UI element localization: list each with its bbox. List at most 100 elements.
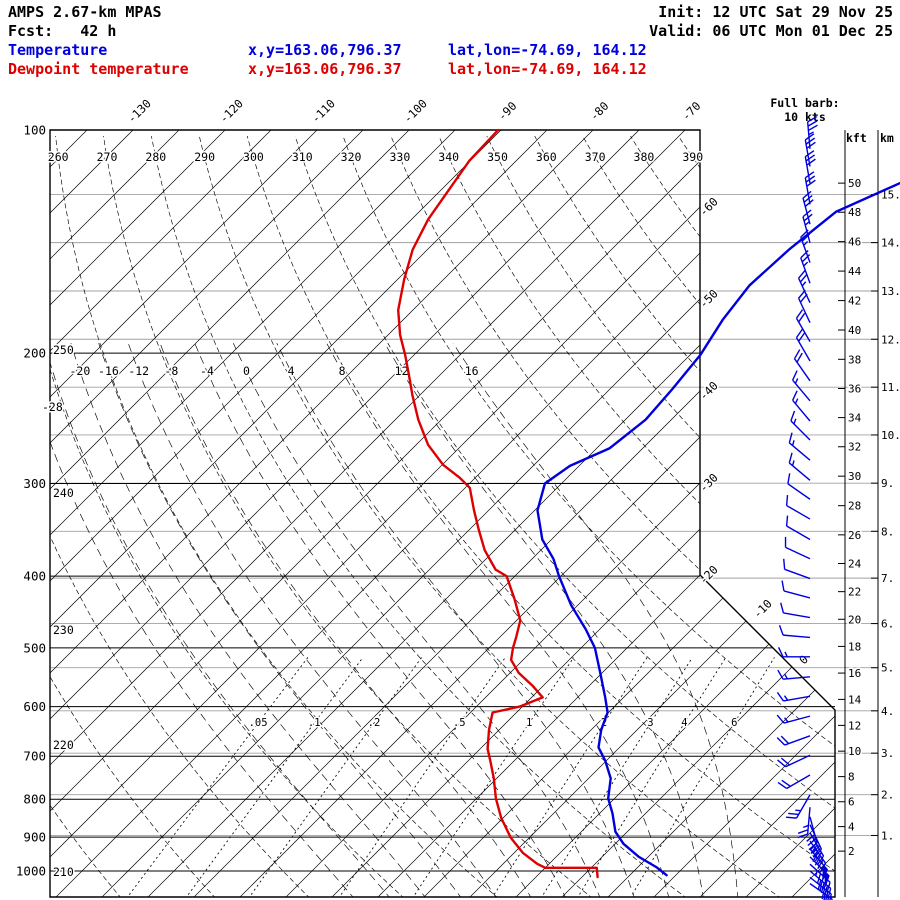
wind-barb bbox=[787, 473, 811, 500]
svg-text:.2: .2 bbox=[368, 717, 381, 729]
svg-text:3: 3 bbox=[647, 717, 653, 729]
svg-text:40: 40 bbox=[848, 324, 861, 337]
wind-barb bbox=[804, 133, 816, 167]
svg-text:9.: 9. bbox=[881, 477, 894, 490]
svg-text:-16: -16 bbox=[98, 364, 119, 378]
wind-barb bbox=[800, 249, 811, 284]
wind-barb bbox=[785, 794, 811, 819]
svg-text:230: 230 bbox=[53, 623, 74, 637]
svg-text:-4: -4 bbox=[200, 364, 214, 378]
wind-barb bbox=[790, 410, 811, 441]
svg-text:22: 22 bbox=[848, 586, 861, 599]
svg-text:260: 260 bbox=[48, 150, 69, 164]
svg-text:600: 600 bbox=[23, 699, 46, 714]
svg-text:320: 320 bbox=[341, 150, 362, 164]
skewt-background-lines bbox=[50, 130, 835, 897]
svg-text:210: 210 bbox=[53, 865, 74, 879]
svg-text:340: 340 bbox=[438, 150, 459, 164]
svg-text:350: 350 bbox=[487, 150, 508, 164]
svg-text:16: 16 bbox=[465, 364, 479, 378]
svg-text:-28: -28 bbox=[42, 400, 63, 414]
svg-text:.5: .5 bbox=[453, 717, 466, 729]
svg-text:-10: -10 bbox=[750, 596, 775, 621]
svg-text:6: 6 bbox=[848, 796, 855, 809]
svg-text:240: 240 bbox=[53, 486, 74, 500]
legend-dewpoint-xy: x,y=163.06,796.37 bbox=[248, 60, 402, 78]
svg-text:390: 390 bbox=[682, 150, 703, 164]
init-time: Init: 12 UTC Sat 29 Nov 25 bbox=[658, 3, 893, 21]
svg-text:300: 300 bbox=[243, 150, 264, 164]
svg-text:2: 2 bbox=[848, 845, 855, 858]
wind-barb bbox=[776, 714, 811, 724]
svg-text:330: 330 bbox=[389, 150, 410, 164]
wind-barb bbox=[788, 432, 811, 461]
wind-barb bbox=[795, 309, 811, 342]
wind-barb bbox=[792, 390, 811, 422]
svg-text:4: 4 bbox=[848, 821, 855, 834]
svg-text:-8: -8 bbox=[164, 364, 178, 378]
wind-barb bbox=[804, 150, 816, 184]
svg-text:11.: 11. bbox=[881, 381, 900, 394]
wind-barb bbox=[788, 452, 811, 481]
wind-barb bbox=[806, 115, 818, 149]
temperature-curve bbox=[536, 182, 900, 877]
svg-text:-12: -12 bbox=[128, 364, 149, 378]
svg-text:-90: -90 bbox=[495, 99, 520, 124]
svg-text:20: 20 bbox=[848, 613, 861, 626]
legend-temperature-latlon: lat,lon=-74.69, 164.12 bbox=[448, 41, 647, 59]
svg-text:-120: -120 bbox=[216, 96, 246, 126]
svg-text:-100: -100 bbox=[400, 96, 430, 126]
svg-text:42: 42 bbox=[848, 295, 861, 308]
svg-text:-110: -110 bbox=[308, 96, 338, 126]
svg-text:26: 26 bbox=[848, 529, 861, 542]
svg-text:-80: -80 bbox=[587, 99, 612, 124]
wind-barb-column bbox=[776, 115, 833, 900]
height-gridlines bbox=[50, 194, 878, 836]
svg-text:-130: -130 bbox=[124, 96, 154, 126]
wind-barb bbox=[797, 289, 811, 324]
svg-text:48: 48 bbox=[848, 206, 861, 219]
svg-text:Full barb:: Full barb: bbox=[770, 96, 839, 110]
svg-text:900: 900 bbox=[23, 830, 46, 845]
legend-temperature-xy: x,y=163.06,796.37 bbox=[248, 41, 402, 59]
dewpoint-curve bbox=[397, 128, 599, 879]
svg-text:380: 380 bbox=[634, 150, 655, 164]
svg-text:1000: 1000 bbox=[16, 864, 46, 879]
height-axes: kft km50484644424038363432302826242220181… bbox=[838, 130, 900, 897]
svg-text:-20: -20 bbox=[69, 364, 90, 378]
svg-text:10.: 10. bbox=[881, 429, 900, 442]
svg-text:220: 220 bbox=[53, 738, 74, 752]
svg-text:8.: 8. bbox=[881, 525, 894, 538]
wind-barb bbox=[793, 349, 811, 382]
svg-text:kft: kft bbox=[846, 131, 867, 145]
svg-text:310: 310 bbox=[292, 150, 313, 164]
legend-temperature-label: Temperature bbox=[8, 41, 108, 59]
svg-text:200: 200 bbox=[23, 346, 46, 361]
svg-text:6: 6 bbox=[731, 717, 737, 729]
svg-text:3.: 3. bbox=[881, 747, 894, 760]
svg-text:8: 8 bbox=[848, 771, 855, 784]
svg-text:500: 500 bbox=[23, 640, 46, 655]
svg-text:270: 270 bbox=[97, 150, 118, 164]
svg-text:12: 12 bbox=[395, 364, 409, 378]
svg-text:1.: 1. bbox=[881, 829, 894, 842]
svg-text:.05: .05 bbox=[249, 717, 268, 729]
svg-text:12: 12 bbox=[848, 719, 861, 732]
svg-text:12.: 12. bbox=[881, 333, 900, 346]
wind-barb bbox=[785, 515, 811, 541]
wind-barb bbox=[797, 807, 811, 839]
svg-text:7.: 7. bbox=[881, 572, 894, 585]
valid-time: Valid: 06 UTC Mon 01 Dec 25 bbox=[649, 22, 893, 40]
svg-text:290: 290 bbox=[194, 150, 215, 164]
svg-text:24: 24 bbox=[848, 558, 862, 571]
svg-text:6.: 6. bbox=[881, 618, 894, 631]
wind-barb bbox=[776, 735, 811, 746]
legend-dewpoint-label: Dewpoint temperature bbox=[8, 60, 189, 78]
svg-text:18: 18 bbox=[848, 640, 861, 653]
svg-text:280: 280 bbox=[145, 150, 166, 164]
pressure-gridlines bbox=[50, 352, 835, 872]
svg-text:13.: 13. bbox=[881, 285, 900, 298]
plot-border bbox=[49, 129, 836, 898]
